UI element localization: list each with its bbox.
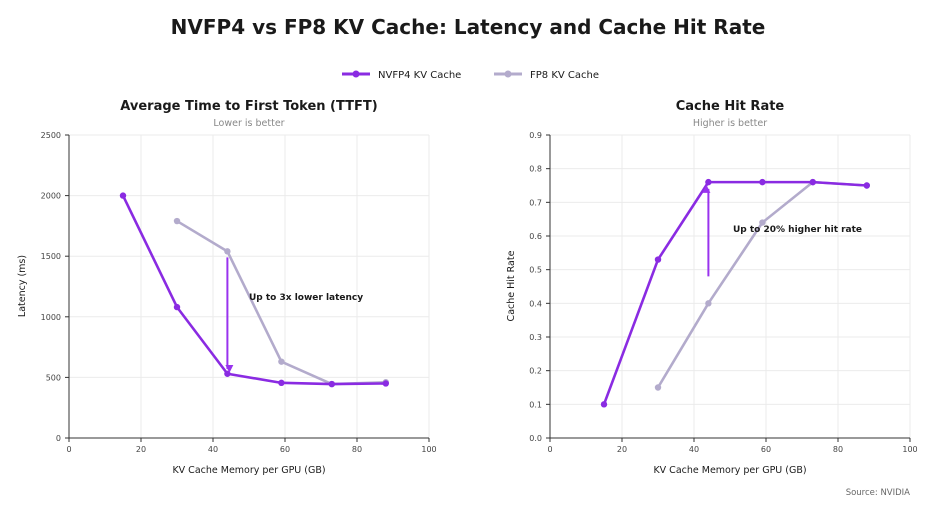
cache-hit-x-tick-label: 40 (689, 445, 699, 454)
cache-hit-point-fp8 (759, 219, 766, 226)
cache-hit-x-tick-label: 60 (761, 445, 771, 454)
cache-hit-y-tick-label: 0.1 (529, 400, 542, 409)
cache-hit-point-nvfp4 (705, 178, 712, 186)
cache-hit-y-tick-label: 0.5 (529, 266, 542, 275)
ttft-point-nvfp4 (328, 380, 335, 388)
cache-hit-x-tick-label: 20 (617, 445, 627, 454)
cache-hit-y-tick-label: 0.4 (529, 299, 542, 308)
cache-hit-y-axis-label: Cache Hit Rate (506, 250, 517, 321)
cache-hit-panel-title: Cache Hit Rate (676, 99, 785, 114)
ttft-point-fp8 (278, 358, 285, 365)
cache-hit-panel: Cache Hit Rate Higher is better 0 20 40 60 8… (506, 99, 918, 476)
ttft-y-tick-label: 1500 (41, 252, 61, 261)
cache-hit-point-fp8 (705, 300, 712, 307)
cache-hit-x-axis-label: KV Cache Memory per GPU (GB) (653, 465, 806, 476)
ttft-panel: Average Time to First Token (TTFT) Lower… (17, 99, 437, 476)
cache-hit-annotation-text: Up to 20% higher hit rate (733, 225, 862, 235)
legend-item-fp8: FP8 KV Cache (494, 70, 599, 81)
ttft-y-tick-label: 2500 (41, 131, 61, 140)
ttft-point-nvfp4 (382, 380, 389, 387)
legend: NVFP4 KV Cache FP8 KV Cache (342, 70, 599, 81)
legend-marker-fp8 (504, 70, 512, 78)
cache-hit-point-nvfp4 (654, 256, 662, 263)
ttft-y-tick-label: 500 (46, 373, 61, 382)
ttft-x-tick-label: 0 (66, 445, 71, 454)
ttft-x-tick-label: 100 (421, 445, 436, 454)
source-note: Source: NVIDIA (846, 488, 910, 498)
cache-hit-y-tick-label: 0.0 (529, 434, 542, 443)
ttft-point-nvfp4 (173, 303, 181, 311)
ttft-y-tick-label: 0 (56, 434, 61, 443)
cache-hit-y-tick-label: 0.6 (529, 232, 542, 241)
cache-hit-y-tick-label: 0.8 (529, 165, 542, 174)
ttft-y-tick-label: 1000 (41, 313, 61, 322)
cache-hit-x-tick-label: 100 (902, 445, 917, 454)
ttft-series-line-nvfp4 (121, 194, 388, 386)
ttft-point-nvfp4 (119, 192, 127, 199)
ttft-panel-subtitle: Lower is better (213, 118, 284, 129)
cache-hit-x-tick-label: 0 (547, 445, 552, 454)
ttft-x-tick-label: 60 (280, 445, 290, 454)
cache-hit-point-nvfp4 (809, 178, 816, 186)
legend-label-nvfp4: NVFP4 KV Cache (378, 70, 461, 81)
ttft-point-nvfp4 (224, 370, 231, 377)
legend-item-nvfp4: NVFP4 KV Cache (342, 70, 461, 81)
cache-hit-y-tick-label: 0.7 (529, 198, 542, 207)
cache-hit-x-tick-label: 80 (833, 445, 843, 454)
ttft-point-nvfp4 (278, 379, 285, 387)
cache-hit-point-nvfp4 (759, 178, 766, 186)
ttft-annotation-text: Up to 3x lower latency (249, 293, 363, 303)
cache-hit-point-fp8 (654, 384, 662, 391)
ttft-x-tick-label: 80 (352, 445, 362, 454)
ttft-panel-title: Average Time to First Token (TTFT) (120, 99, 377, 114)
ttft-y-tick-label: 2000 (41, 192, 61, 201)
ttft-x-tick-label: 40 (208, 445, 218, 454)
legend-marker-nvfp4 (352, 70, 360, 78)
cache-hit-point-nvfp4 (863, 182, 870, 189)
ttft-x-axis-label: KV Cache Memory per GPU (GB) (172, 465, 325, 476)
ttft-x-tick-label: 20 (136, 445, 146, 454)
cache-hit-series-line-nvfp4 (602, 180, 869, 406)
cache-hit-y-tick-label: 0.9 (529, 131, 542, 140)
ttft-point-fp8 (173, 217, 181, 225)
cache-hit-panel-subtitle: Higher is better (693, 118, 767, 129)
cache-hit-y-tick-label: 0.3 (529, 333, 542, 342)
legend-label-fp8: FP8 KV Cache (530, 70, 599, 81)
ttft-y-axis-label: Latency (ms) (17, 255, 28, 317)
figure-title: NVFP4 vs FP8 KV Cache: Latency and Cache… (171, 15, 766, 39)
ttft-point-fp8 (224, 248, 231, 255)
cache-hit-point-nvfp4 (600, 401, 608, 408)
cache-hit-y-tick-label: 0.2 (529, 367, 542, 376)
